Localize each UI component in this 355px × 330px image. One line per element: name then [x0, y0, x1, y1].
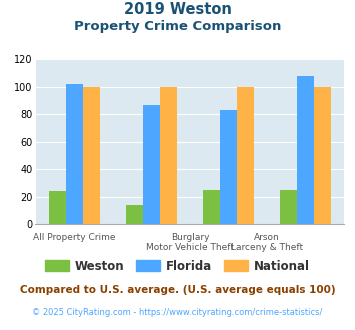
- Text: © 2025 CityRating.com - https://www.cityrating.com/crime-statistics/: © 2025 CityRating.com - https://www.city…: [32, 308, 323, 316]
- Text: Arson: Arson: [254, 233, 280, 242]
- Bar: [220, 110, 237, 224]
- Bar: [49, 191, 66, 224]
- Text: Compared to U.S. average. (U.S. average equals 100): Compared to U.S. average. (U.S. average …: [20, 285, 335, 295]
- Legend: Weston, Florida, National: Weston, Florida, National: [41, 255, 314, 278]
- Bar: [237, 87, 254, 224]
- Bar: [203, 190, 220, 224]
- Text: Larceny & Theft: Larceny & Theft: [231, 243, 303, 251]
- Bar: [66, 84, 83, 224]
- Bar: [280, 190, 297, 224]
- Text: Motor Vehicle Theft: Motor Vehicle Theft: [146, 243, 234, 251]
- Text: 2019 Weston: 2019 Weston: [124, 2, 231, 16]
- Bar: [83, 87, 100, 224]
- Bar: [297, 76, 314, 224]
- Text: Burglary: Burglary: [171, 233, 209, 242]
- Bar: [126, 205, 143, 224]
- Bar: [143, 105, 160, 224]
- Bar: [314, 87, 331, 224]
- Text: Property Crime Comparison: Property Crime Comparison: [74, 20, 281, 33]
- Bar: [160, 87, 177, 224]
- Text: All Property Crime: All Property Crime: [33, 233, 115, 242]
